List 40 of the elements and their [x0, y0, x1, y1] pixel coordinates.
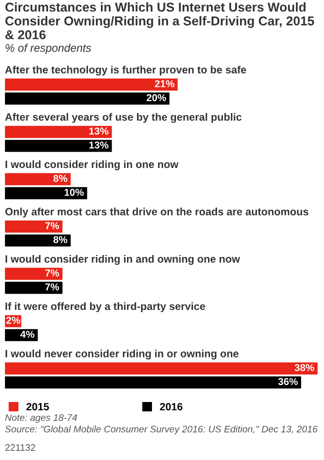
bar [4, 362, 318, 375]
bar [4, 126, 112, 138]
data-label: 7% [45, 222, 60, 230]
bar [4, 78, 178, 91]
data-label: 21% [154, 80, 174, 88]
text: Note: ages 18-74 [5, 414, 77, 423]
text: 221132 [5, 444, 36, 451]
bar [4, 92, 170, 105]
bar [4, 268, 62, 280]
data-label: 8% [53, 174, 68, 182]
data-label: 7% [45, 283, 60, 290]
data-label: 4% [20, 330, 34, 338]
data-label: 38% [294, 364, 314, 372]
bar [4, 187, 88, 200]
chart-subtitle: % of respondents [6, 44, 92, 54]
data-label: 36% [278, 378, 298, 386]
y-tick-label: After several years of use by the general public [5, 113, 242, 123]
bar [4, 140, 112, 152]
chart-title: Circumstances in Which US Internet Users Would Consider Owning/Riding in a Self-Driving Car, 2015 & 2016 [5, 2, 314, 40]
y-tick-label: After the technology is further proven to be safe [5, 66, 246, 76]
bar [4, 234, 71, 247]
data-label: 2% [6, 316, 20, 324]
bar [4, 173, 71, 186]
y-tick-label: I would consider riding in one now [6, 160, 178, 170]
data-label: 10% [64, 188, 84, 196]
y-tick-label: I would consider riding in and owning one now [6, 254, 240, 265]
data-label: 7% [45, 269, 60, 277]
legend-label: 2015 [26, 403, 49, 410]
bar [4, 282, 62, 294]
y-tick-label: I would never consider riding in or owning one [6, 350, 238, 360]
y-tick-label: Only after most cars that drive on the roads are autonomous [5, 208, 308, 218]
bar [4, 376, 302, 388]
data-label: 13% [89, 141, 108, 149]
bar [4, 220, 62, 233]
y-tick-label: If it were offered by a third-party service [6, 302, 206, 312]
data-label: 8% [53, 236, 68, 244]
data-label: 20% [146, 94, 166, 102]
data-label: 13% [89, 128, 108, 135]
source-note: Source: "Global Mobile Consumer Survey 2016: US Edition," Dec 13, 2016 [5, 426, 318, 434]
legend-label: 2016 [160, 403, 182, 410]
